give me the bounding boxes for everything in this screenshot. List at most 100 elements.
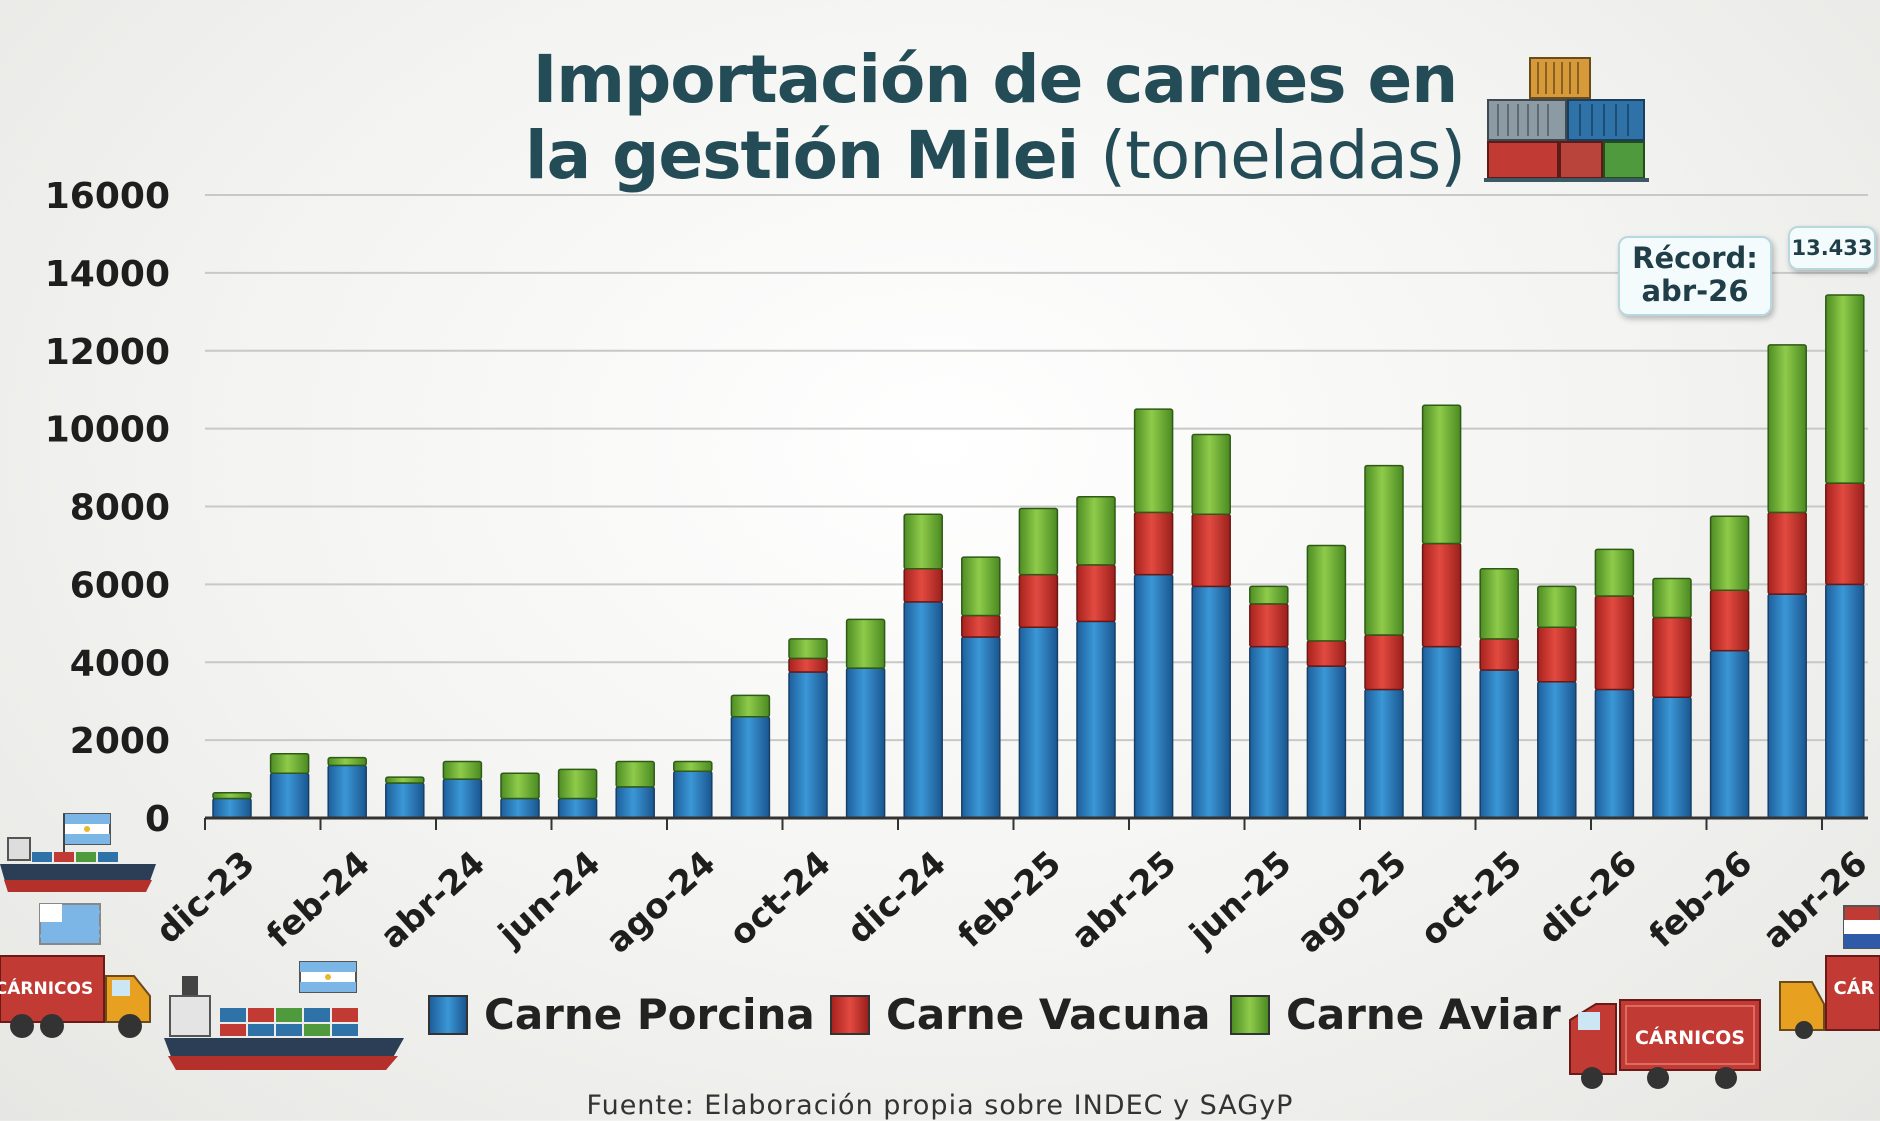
x-tick-label: dic-26 — [1531, 843, 1645, 951]
legend-item-porcina: Carne Porcina — [428, 990, 815, 1039]
bar-segment-vacuna — [1825, 482, 1865, 586]
x-tick-label: abr-24 — [373, 843, 493, 957]
record-value: 13.433 — [1791, 236, 1873, 260]
bar-segment-porcina — [615, 786, 655, 819]
bar-segment-aviar — [327, 756, 367, 767]
bar-segment-aviar — [1364, 464, 1404, 636]
x-tick-label: jun-24 — [490, 843, 609, 955]
x-tick-label: jun-25 — [1181, 843, 1300, 955]
y-tick-label: 0 — [145, 799, 170, 840]
bar-segment-porcina — [1018, 626, 1059, 819]
bar-segment-vacuna — [1537, 626, 1577, 683]
bar-segment-vacuna — [1421, 542, 1462, 648]
truck-left-text: CÁRNICOS — [0, 977, 93, 999]
y-tick-label: 4000 — [70, 643, 170, 684]
source-note: Fuente: Elaboración propia sobre INDEC y… — [586, 1090, 1294, 1121]
bar-segment-aviar — [1652, 577, 1692, 619]
y-tick-label: 16000 — [45, 176, 170, 217]
x-tick-label: feb-26 — [1642, 843, 1761, 955]
bar-segment-vacuna — [1364, 634, 1404, 691]
y-tick-label: 12000 — [45, 332, 170, 373]
record-label-line-2: abr-26 — [1641, 274, 1749, 308]
y-tick-label: 2000 — [70, 721, 170, 762]
bar-segment-porcina — [903, 601, 943, 819]
x-tick-label: oct-25 — [1413, 843, 1530, 954]
bar-segment-aviar — [1421, 404, 1462, 545]
legend-label-aviar: Carne Aviar — [1286, 990, 1561, 1039]
x-tick-label: oct-24 — [722, 843, 839, 954]
bar-segment-porcina — [788, 671, 828, 819]
x-tick-label: feb-24 — [259, 843, 378, 955]
legend-label-vacuna: Carne Vacuna — [886, 990, 1211, 1039]
bar-segment-porcina — [1076, 620, 1116, 819]
bar-segment-vacuna — [1594, 595, 1635, 691]
ship-small-left-icon — [0, 813, 156, 892]
bar-segment-aviar — [615, 760, 655, 788]
bar-segment-porcina — [1133, 573, 1174, 819]
legend-item-vacuna: Carne Vacuna — [830, 990, 1210, 1039]
bar-segment-aviar — [269, 753, 310, 774]
bar-segment-porcina — [1767, 593, 1807, 819]
bar-segment-porcina — [385, 782, 425, 819]
chart-title: Importación de carnes en la gestión Mile… — [470, 42, 1520, 194]
bar-segment-aviar — [385, 776, 425, 784]
bar-segment-aviar — [961, 556, 1001, 617]
bar-segment-aviar — [1709, 515, 1750, 591]
bar-segment-vacuna — [1709, 589, 1750, 652]
bar-segment-porcina — [673, 770, 713, 819]
bar-segment-porcina — [1306, 665, 1347, 819]
bar-segment-aviar — [903, 513, 943, 570]
bar-segment-vacuna — [1018, 573, 1059, 628]
bar-segment-aviar — [1537, 585, 1577, 628]
truck-left-icon: CÁRNICOS — [0, 903, 151, 1038]
record-label-callout: Récord: abr-26 — [1618, 236, 1772, 316]
bar-segment-vacuna — [1652, 616, 1692, 699]
legend-swatch-aviar — [1230, 994, 1270, 1035]
bar-segment-porcina — [442, 778, 483, 819]
bar-segment-porcina — [269, 772, 310, 819]
bar-segment-porcina — [327, 764, 367, 819]
title-line-2-bold: la gestión Milei — [525, 117, 1079, 194]
bar-segment-aviar — [1018, 507, 1059, 576]
bar-segment-porcina — [212, 797, 252, 819]
bar-segment-aviar — [1479, 568, 1519, 640]
bar-segment-porcina — [1594, 688, 1635, 819]
bars — [212, 294, 1865, 819]
bar-segment-porcina — [1537, 680, 1577, 819]
bar-segment-aviar — [1594, 548, 1635, 597]
title-units: (toneladas) — [1100, 117, 1466, 194]
y-tick-label: 14000 — [45, 254, 170, 295]
bar-segment-porcina — [557, 797, 598, 819]
bar-segment-aviar — [442, 760, 483, 780]
bar-segment-porcina — [1249, 645, 1289, 819]
bar-segment-porcina — [961, 636, 1001, 819]
bar-segment-vacuna — [788, 657, 828, 673]
legend-label-porcina: Carne Porcina — [484, 990, 815, 1039]
legend-swatch-porcina — [428, 994, 468, 1035]
bar-segment-porcina — [500, 797, 540, 819]
bar-segment-aviar — [788, 638, 828, 660]
x-tick-label: feb-25 — [950, 843, 1069, 955]
ship-large-left-icon — [164, 961, 404, 1070]
bar-segment-aviar — [500, 772, 540, 800]
legend-swatch-vacuna — [830, 994, 870, 1035]
bar-segment-porcina — [1421, 645, 1462, 819]
x-tick-label: dic-24 — [840, 843, 954, 951]
truck-right-icon: CÁRNICOS — [1569, 999, 1761, 1089]
bar-segment-aviar — [673, 760, 713, 773]
x-tick-label: ago-25 — [1290, 843, 1415, 961]
bar-segment-aviar — [1191, 433, 1231, 516]
y-tick-label: 6000 — [70, 565, 170, 606]
y-tick-label: 10000 — [45, 410, 170, 451]
bar-segment-porcina — [1191, 585, 1231, 819]
x-tick-label: abr-25 — [1064, 843, 1184, 957]
bar-segment-vacuna — [961, 614, 1001, 638]
bar-segment-porcina — [845, 667, 886, 819]
bar-segment-vacuna — [1479, 638, 1519, 671]
truck-right-text: CÁRNICOS — [1635, 1026, 1745, 1049]
bar-segment-aviar — [730, 694, 771, 718]
bar-segment-vacuna — [903, 568, 943, 603]
bar-segment-porcina — [1709, 649, 1750, 819]
y-tick-label: 8000 — [70, 488, 170, 529]
